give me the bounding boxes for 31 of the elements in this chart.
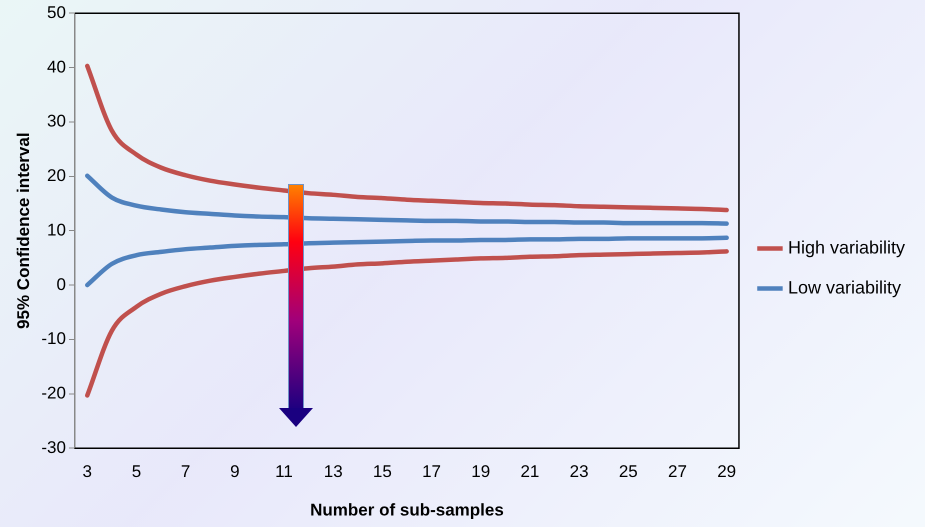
y-tick-label: 20 (47, 166, 66, 186)
y-axis-title: 95% Confidence interval (14, 132, 33, 329)
x-tick-label: 25 (618, 462, 638, 482)
y-tick-label: -30 (41, 438, 66, 457)
x-tick-label: 23 (570, 462, 589, 482)
legend-label: Low variability (788, 277, 902, 298)
line-series (85, 64, 729, 212)
x-tick-label: 27 (668, 462, 687, 482)
x-axis-title: Number of sub-samples (310, 500, 504, 520)
y-tick-label: 30 (47, 112, 66, 131)
x-tick-label: 19 (471, 462, 490, 482)
line-series (85, 174, 729, 226)
x-tick-label: 15 (372, 462, 392, 482)
x-tick-label: 11 (275, 462, 293, 482)
y-tick-label: -10 (41, 329, 66, 348)
line-series (85, 236, 729, 288)
line-series (85, 249, 729, 398)
y-tick-label: 40 (47, 57, 66, 76)
y-tick-label: 50 (47, 2, 66, 22)
y-tick-label: 0 (56, 274, 66, 294)
x-tick-label: 17 (422, 462, 442, 482)
x-tick-label: 3 (82, 462, 92, 482)
x-tick-label: 13 (324, 462, 343, 482)
x-tick-label: 5 (132, 462, 142, 482)
legend-label: High variability (788, 237, 906, 258)
x-tick-label: 21 (520, 462, 540, 482)
x-tick-label: 29 (717, 462, 736, 482)
y-tick-label: 10 (47, 220, 66, 240)
x-tick-label: 9 (230, 462, 240, 482)
y-tick-label: -20 (41, 384, 66, 403)
x-tick-label: 7 (180, 462, 190, 482)
